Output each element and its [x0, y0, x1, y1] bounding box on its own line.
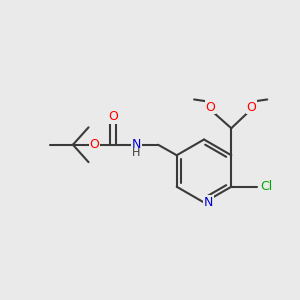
Text: Cl: Cl	[261, 180, 273, 193]
Text: O: O	[246, 101, 256, 114]
Text: H: H	[132, 148, 140, 158]
Text: N: N	[204, 196, 213, 209]
Text: O: O	[205, 101, 215, 114]
Text: O: O	[108, 110, 118, 123]
Text: O: O	[90, 138, 100, 151]
Text: N: N	[131, 138, 141, 151]
